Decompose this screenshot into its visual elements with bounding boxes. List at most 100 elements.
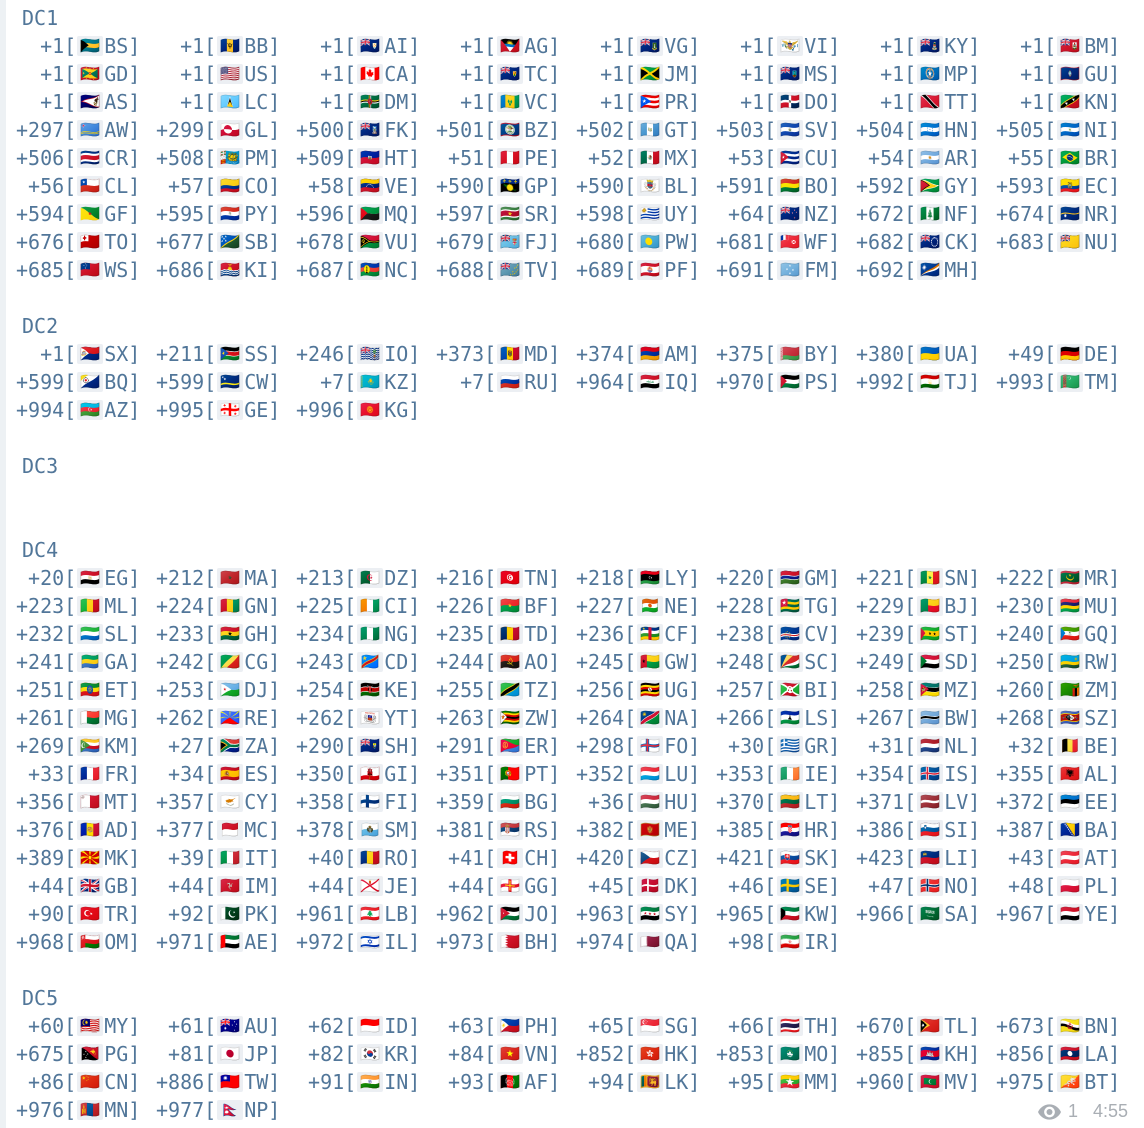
dial-code-entry[interactable]: +1[🇩🇴 DO] [716,88,856,116]
dial-code-entry[interactable]: +211[🇸🇸 SS] [156,340,296,368]
dial-code-entry[interactable]: +44[🇮🇲 IM] [156,872,296,900]
dial-code-entry[interactable]: +1[🇻🇨 VC] [436,88,576,116]
dial-code-entry[interactable]: +40[🇷🇴 RO] [296,844,436,872]
dial-code-entry[interactable]: +91[🇮🇳 IN] [296,1068,436,1096]
dial-code-entry[interactable]: +994[🇦🇿 AZ] [16,396,156,424]
dial-code-entry[interactable]: +685[🇼🇸 WS] [16,256,156,284]
dial-code-entry[interactable]: +33[🇫🇷 FR] [16,760,156,788]
dial-code-entry[interactable]: +84[🇻🇳 VN] [436,1040,576,1068]
dial-code-entry[interactable]: +55[🇧🇷 BR] [996,144,1136,172]
dial-code-entry[interactable]: +670[🇹🇱 TL] [856,1012,996,1040]
dial-code-entry[interactable]: +227[🇳🇪 NE] [576,592,716,620]
dial-code-entry[interactable]: +52[🇲🇽 MX] [576,144,716,172]
dial-code-entry[interactable]: +248[🇸🇨 SC] [716,648,856,676]
dial-code-entry[interactable]: +258[🇲🇿 MZ] [856,676,996,704]
dial-code-entry[interactable]: +53[🇨🇺 CU] [716,144,856,172]
dial-code-entry[interactable]: +992[🇹🇯 TJ] [856,368,996,396]
dial-code-entry[interactable]: +680[🇵🇼 PW] [576,228,716,256]
dial-code-entry[interactable]: +1[🇰🇳 KN] [996,88,1136,116]
dial-code-entry[interactable]: +590[🇧🇱 BL] [576,172,716,200]
dial-code-entry[interactable]: +20[🇪🇬 EG] [16,564,156,592]
dial-code-entry[interactable]: +357[🇨🇾 CY] [156,788,296,816]
dial-code-entry[interactable]: +48[🇵🇱 PL] [996,872,1136,900]
dial-code-entry[interactable]: +260[🇿🇲 ZM] [996,676,1136,704]
dial-code-entry[interactable]: +976[🇲🇳 MN] [16,1096,156,1124]
dial-code-entry[interactable]: +49[🇩🇪 DE] [996,340,1136,368]
dial-code-entry[interactable]: +370[🇱🇹 LT] [716,788,856,816]
dial-code-entry[interactable]: +970[🇵🇸 PS] [716,368,856,396]
dial-code-entry[interactable]: +228[🇹🇬 TG] [716,592,856,620]
dial-code-entry[interactable]: +58[🇻🇪 VE] [296,172,436,200]
dial-code-entry[interactable]: +261[🇲🇬 MG] [16,704,156,732]
dial-code-entry[interactable]: +27[🇿🇦 ZA] [156,732,296,760]
dial-code-entry[interactable]: +599[🇧🇶 BQ] [16,368,156,396]
dial-code-entry[interactable]: +1[🇻🇮 VI] [716,32,856,60]
dial-code-entry[interactable]: +93[🇦🇫 AF] [436,1068,576,1096]
dial-code-entry[interactable]: +1[🇹🇹 TT] [856,88,996,116]
dial-code-entry[interactable]: +222[🇲🇷 MR] [996,564,1136,592]
dial-code-entry[interactable]: +679[🇫🇯 FJ] [436,228,576,256]
dial-code-entry[interactable]: +682[🇨🇰 CK] [856,228,996,256]
dial-code-entry[interactable]: +268[🇸🇿 SZ] [996,704,1136,732]
dial-code-entry[interactable]: +967[🇾🇪 YE] [996,900,1136,928]
dial-code-entry[interactable]: +66[🇹🇭 TH] [716,1012,856,1040]
dial-code-entry[interactable]: +263[🇿🇼 ZW] [436,704,576,732]
dial-code-entry[interactable]: +372[🇪🇪 EE] [996,788,1136,816]
dial-code-entry[interactable]: +502[🇬🇹 GT] [576,116,716,144]
dial-code-entry[interactable]: +60[🇲🇾 MY] [16,1012,156,1040]
dial-code-entry[interactable]: +354[🇮🇸 IS] [856,760,996,788]
dial-code-entry[interactable]: +46[🇸🇪 SE] [716,872,856,900]
dial-code-entry[interactable]: +962[🇯🇴 JO] [436,900,576,928]
dial-code-entry[interactable]: +43[🇦🇹 AT] [996,844,1136,872]
dial-code-entry[interactable]: +61[🇦🇺 AU] [156,1012,296,1040]
dial-code-entry[interactable]: +225[🇨🇮 CI] [296,592,436,620]
dial-code-entry[interactable]: +255[🇹🇿 TZ] [436,676,576,704]
dial-code-entry[interactable]: +235[🇹🇩 TD] [436,620,576,648]
dial-code-entry[interactable]: +212[🇲🇦 MA] [156,564,296,592]
dial-code-entry[interactable]: +681[🇼🇫 WF] [716,228,856,256]
dial-code-entry[interactable]: +674[🇳🇷 NR] [996,200,1136,228]
dial-code-entry[interactable]: +886[🇹🇼 TW] [156,1068,296,1096]
dial-code-entry[interactable]: +56[🇨🇱 CL] [16,172,156,200]
dial-code-entry[interactable]: +253[🇩🇯 DJ] [156,676,296,704]
dial-code-entry[interactable]: +57[🇨🇴 CO] [156,172,296,200]
dial-code-entry[interactable]: +673[🇧🇳 BN] [996,1012,1136,1040]
dial-code-entry[interactable]: +385[🇭🇷 HR] [716,816,856,844]
dial-code-entry[interactable]: +501[🇧🇿 BZ] [436,116,576,144]
dial-code-entry[interactable]: +254[🇰🇪 KE] [296,676,436,704]
dial-code-entry[interactable]: +249[🇸🇩 SD] [856,648,996,676]
dial-code-entry[interactable]: +218[🇱🇾 LY] [576,564,716,592]
dial-code-entry[interactable]: +389[🇲🇰 MK] [16,844,156,872]
dial-code-entry[interactable]: +30[🇬🇷 GR] [716,732,856,760]
dial-code-entry[interactable]: +1[🇯🇲 JM] [576,60,716,88]
dial-code-entry[interactable]: +387[🇧🇦 BA] [996,816,1136,844]
dial-code-entry[interactable]: +240[🇬🇶 GQ] [996,620,1136,648]
dial-code-entry[interactable]: +376[🇦🇩 AD] [16,816,156,844]
dial-code-entry[interactable]: +378[🇸🇲 SM] [296,816,436,844]
dial-code-entry[interactable]: +220[🇬🇲 GM] [716,564,856,592]
dial-code-entry[interactable]: +63[🇵🇭 PH] [436,1012,576,1040]
dial-code-entry[interactable]: +672[🇳🇫 NF] [856,200,996,228]
dial-code-entry[interactable]: +95[🇲🇲 MM] [716,1068,856,1096]
dial-code-entry[interactable]: +299[🇬🇱 GL] [156,116,296,144]
dial-code-entry[interactable]: +250[🇷🇼 RW] [996,648,1136,676]
dial-code-entry[interactable]: +65[🇸🇬 SG] [576,1012,716,1040]
dial-code-entry[interactable]: +262[🇷🇪 RE] [156,704,296,732]
dial-code-entry[interactable]: +993[🇹🇲 TM] [996,368,1136,396]
dial-code-entry[interactable]: +678[🇻🇺 VU] [296,228,436,256]
dial-code-entry[interactable]: +86[🇨🇳 CN] [16,1068,156,1096]
dial-code-entry[interactable]: +596[🇲🇶 MQ] [296,200,436,228]
dial-code-entry[interactable]: +290[🇸🇭 SH] [296,732,436,760]
dial-code-entry[interactable]: +45[🇩🇰 DK] [576,872,716,900]
dial-code-entry[interactable]: +236[🇨🇫 CF] [576,620,716,648]
dial-code-entry[interactable]: +7[🇷🇺 RU] [436,368,576,396]
dial-code-entry[interactable]: +229[🇧🇯 BJ] [856,592,996,620]
dial-code-entry[interactable]: +1[🇻🇬 VG] [576,32,716,60]
dial-code-entry[interactable]: +505[🇳🇮 NI] [996,116,1136,144]
dial-code-entry[interactable]: +94[🇱🇰 LK] [576,1068,716,1096]
dial-code-entry[interactable]: +675[🇵🇬 PG] [16,1040,156,1068]
dial-code-entry[interactable]: +377[🇲🇨 MC] [156,816,296,844]
dial-code-entry[interactable]: +233[🇬🇭 GH] [156,620,296,648]
dial-code-entry[interactable]: +54[🇦🇷 AR] [856,144,996,172]
